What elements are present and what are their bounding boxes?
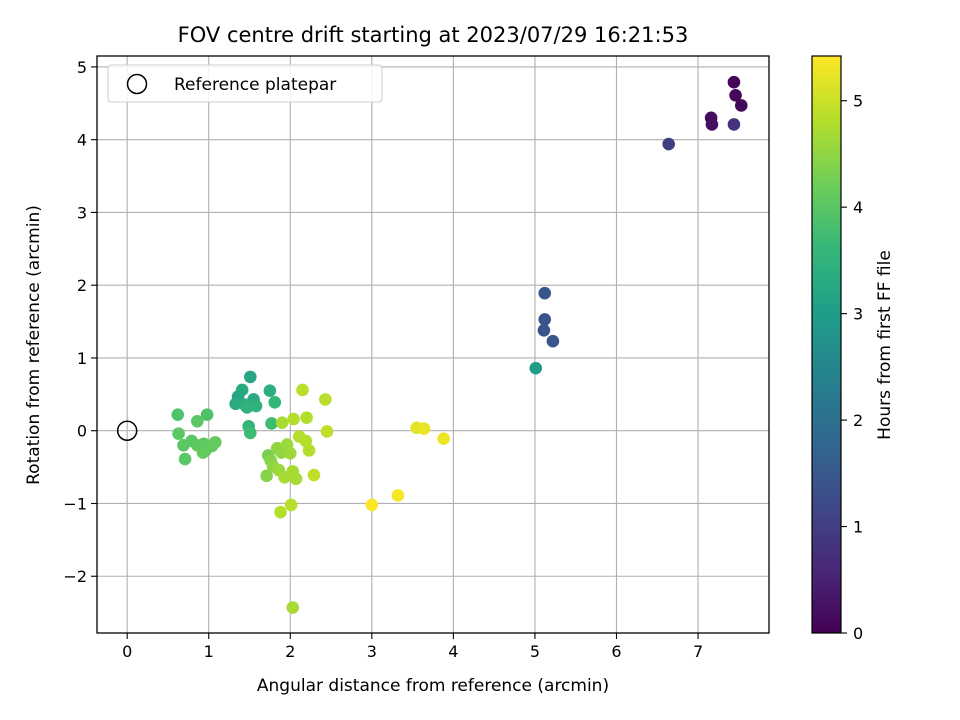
data-point [240, 401, 254, 414]
x-axis-ticks: 0 1 2 3 4 5 6 7 [122, 633, 703, 661]
data-point [200, 408, 214, 422]
data-point [727, 118, 741, 131]
data-point [229, 397, 242, 411]
data-point [244, 426, 257, 440]
data-point [244, 370, 257, 384]
x-tick-label: 4 [448, 642, 458, 661]
colorbar-gradient [811, 55, 842, 634]
data-point [191, 414, 204, 428]
data-point [196, 446, 210, 459]
data-point [268, 396, 282, 409]
y-tick-label: 5 [77, 58, 87, 77]
data-point [391, 489, 405, 502]
colorbar-tick-label: 2 [853, 411, 863, 430]
data-point [320, 425, 334, 438]
chart-title: FOV centre drift starting at 2023/07/29 … [178, 23, 689, 47]
x-tick-label: 7 [693, 642, 703, 661]
data-point [705, 118, 719, 131]
data-point [529, 361, 543, 375]
data-points [171, 75, 748, 614]
data-point [300, 411, 313, 424]
data-point [178, 452, 192, 466]
colorbar-tick-label: 0 [853, 624, 863, 643]
data-point [365, 498, 379, 512]
data-point [537, 324, 551, 337]
data-point [729, 88, 742, 102]
colorbar: 0 1 2 3 4 5 Hours from first FF file [811, 55, 895, 643]
colorbar-tick-label: 1 [853, 518, 863, 537]
plot-frame [96, 55, 770, 634]
data-point [171, 408, 185, 422]
data-point [172, 427, 185, 440]
data-point [283, 446, 297, 460]
grid [97, 56, 769, 633]
legend-reference-marker [126, 73, 148, 95]
data-point [296, 383, 309, 397]
y-axis-ticks: −2 −1 0 1 2 3 4 5 [63, 58, 97, 586]
x-tick-label: 2 [285, 642, 295, 661]
y-tick-label: 1 [77, 349, 87, 368]
x-tick-label: 5 [530, 642, 540, 661]
y-tick-label: 2 [77, 276, 87, 295]
y-tick-label: −2 [63, 567, 87, 586]
reference-platepar-marker [116, 420, 138, 441]
data-point [417, 422, 431, 435]
x-tick-label: 3 [367, 642, 377, 661]
data-point [278, 470, 291, 484]
legend-box [107, 64, 383, 103]
colorbar-tick-label: 5 [853, 92, 863, 111]
data-point [546, 334, 560, 348]
data-point [263, 384, 277, 398]
data-point [307, 468, 321, 482]
x-tick-label: 1 [204, 642, 214, 661]
colorbar-ticks: 0 1 2 3 4 5 [841, 92, 863, 643]
data-point [274, 505, 287, 519]
x-tick-label: 6 [611, 642, 621, 661]
colorbar-tick-label: 4 [853, 198, 863, 217]
y-tick-label: 0 [77, 422, 87, 441]
data-point [205, 439, 219, 453]
x-axis-label: Angular distance from reference (arcmin) [257, 676, 609, 696]
data-point [265, 417, 278, 430]
data-point [538, 286, 552, 300]
data-point [319, 393, 332, 406]
y-tick-label: −1 [63, 494, 87, 513]
data-point [437, 432, 450, 446]
y-tick-label: 3 [77, 203, 87, 222]
data-point [286, 601, 300, 614]
y-tick-label: 4 [77, 131, 87, 150]
colorbar-label: Hours from first FF file [875, 250, 895, 440]
data-point [538, 313, 552, 326]
data-point [727, 75, 741, 89]
data-point [289, 472, 303, 486]
data-point [284, 498, 298, 512]
x-tick-label: 0 [122, 642, 132, 661]
data-point [260, 469, 273, 483]
data-point [734, 99, 748, 112]
data-point [302, 444, 316, 457]
colorbar-tick-label: 3 [853, 305, 863, 324]
y-axis-label: Rotation from reference (arcmin) [24, 205, 44, 485]
data-point [299, 434, 313, 448]
data-point [287, 412, 300, 426]
data-point [662, 137, 675, 151]
data-point [275, 416, 289, 430]
legend: Reference platepar [107, 64, 383, 103]
legend-entry-reference: Reference platepar [174, 75, 336, 95]
